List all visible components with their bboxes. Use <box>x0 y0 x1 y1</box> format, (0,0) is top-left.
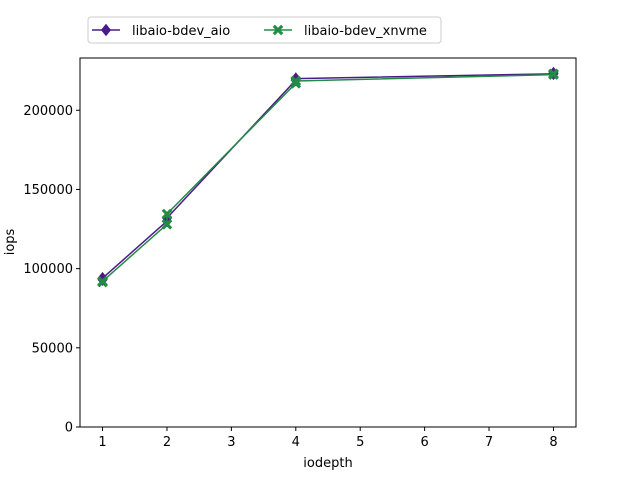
data-point <box>161 218 173 230</box>
series-line <box>101 73 555 283</box>
data-point <box>548 68 559 80</box>
y-tick-label: 50000 <box>32 341 73 356</box>
data-point <box>290 78 302 89</box>
y-tick-label: 0 <box>65 421 73 436</box>
series-libaio-bdev_xnvme <box>97 68 559 288</box>
y-axis-label: iops <box>3 228 18 255</box>
x-axis-label: iodepth <box>303 456 352 471</box>
series-libaio-bdev_aio <box>97 66 559 287</box>
y-tick-label: 100000 <box>23 262 73 277</box>
x-axis: 1 2 3 4 5 6 7 8 <box>98 427 558 450</box>
series-layer <box>97 66 559 288</box>
x-tick-label: 5 <box>356 435 364 450</box>
legend-label: libaio-bdev_xnvme <box>304 24 427 39</box>
data-point <box>97 275 108 287</box>
x-tick-label: 8 <box>549 435 557 450</box>
plot-area-frame <box>79 57 577 428</box>
x-tick-label: 3 <box>227 435 235 450</box>
legend-label: libaio-bdev_aio <box>132 24 230 39</box>
legend-item: libaio-bdev_aio <box>92 23 230 39</box>
y-tick-label: 150000 <box>23 183 73 198</box>
x-tick-label: 4 <box>292 435 300 450</box>
x-tick-label: 2 <box>163 435 171 450</box>
y-tick-label: 200000 <box>23 104 73 119</box>
x-tick-label: 1 <box>98 435 106 450</box>
x-tick-label: 6 <box>420 435 428 450</box>
data-point <box>272 24 284 36</box>
data-point <box>161 208 173 220</box>
series-line <box>101 73 555 280</box>
y-axis: 0 50000 100000 150000 200000 <box>23 104 80 436</box>
x-tick-label: 7 <box>485 435 493 450</box>
data-point <box>290 75 302 87</box>
data-point <box>100 23 112 37</box>
legend: libaio-bdev_aio libaio-bdev_xnvme <box>87 16 442 44</box>
legend-item: libaio-bdev_xnvme <box>264 24 427 39</box>
